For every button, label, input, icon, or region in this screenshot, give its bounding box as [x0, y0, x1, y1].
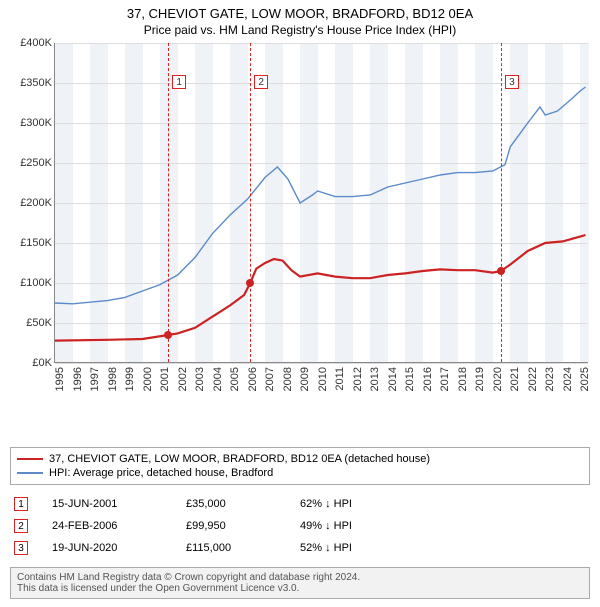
- x-tick-label: 2019: [474, 367, 486, 391]
- event-marker-box: 3: [505, 75, 519, 89]
- x-tick-label: 2024: [562, 367, 574, 391]
- event-date: 19-JUN-2020: [52, 542, 162, 554]
- x-tick-label: 1996: [72, 367, 84, 391]
- event-delta: 62% ↓ HPI: [300, 498, 352, 510]
- event-dot: [497, 267, 505, 275]
- event-vline: [501, 43, 502, 362]
- x-tick-label: 1997: [89, 367, 101, 391]
- y-tick-label: £50K: [26, 317, 52, 329]
- event-date: 24-FEB-2006: [52, 520, 162, 532]
- chart-subtitle: Price paid vs. HM Land Registry's House …: [10, 23, 590, 37]
- event-marker-box: 2: [254, 75, 268, 89]
- x-tick-label: 2005: [229, 367, 241, 391]
- x-tick-label: 2009: [299, 367, 311, 391]
- event-num: 2: [14, 519, 28, 533]
- legend-swatch: [17, 472, 43, 473]
- x-tick-label: 2013: [369, 367, 381, 391]
- event-num: 1: [14, 497, 28, 511]
- y-tick-label: £0K: [32, 357, 52, 369]
- chart-area: £0K£50K£100K£150K£200K£250K£300K£350K£40…: [10, 43, 590, 403]
- chart-title: 37, CHEVIOT GATE, LOW MOOR, BRADFORD, BD…: [10, 6, 590, 21]
- event-price: £115,000: [186, 542, 276, 554]
- y-tick-label: £350K: [20, 77, 52, 89]
- x-tick-label: 2003: [194, 367, 206, 391]
- x-tick-label: 2006: [247, 367, 259, 391]
- x-tick-label: 2010: [317, 367, 329, 391]
- event-delta: 52% ↓ HPI: [300, 542, 352, 554]
- x-tick-label: 2002: [177, 367, 189, 391]
- line-svg: [55, 43, 589, 363]
- x-tick-label: 2000: [142, 367, 154, 391]
- series-hpi: [55, 87, 586, 304]
- y-tick-label: £300K: [20, 117, 52, 129]
- plot-area: 1 2 3: [54, 43, 588, 363]
- x-tick-label: 2018: [457, 367, 469, 391]
- chart-container: 37, CHEVIOT GATE, LOW MOOR, BRADFORD, BD…: [0, 0, 600, 607]
- events-table: 1 15-JUN-2001 £35,000 62% ↓ HPI 2 24-FEB-2006…: [10, 493, 590, 559]
- event-marker-box: 1: [172, 75, 186, 89]
- x-tick-label: 2023: [544, 367, 556, 391]
- x-tick-label: 2008: [282, 367, 294, 391]
- x-tick-label: 2001: [159, 367, 171, 391]
- x-tick-label: 2025: [579, 367, 591, 391]
- footer-line1: Contains HM Land Registry data © Crown c…: [17, 572, 583, 583]
- x-tick-label: 2007: [264, 367, 276, 391]
- y-tick-label: £400K: [20, 37, 52, 49]
- footer-box: Contains HM Land Registry data © Crown c…: [10, 567, 590, 599]
- y-tick-label: £200K: [20, 197, 52, 209]
- event-row: 1 15-JUN-2001 £35,000 62% ↓ HPI: [10, 493, 590, 515]
- x-tick-label: 2017: [439, 367, 451, 391]
- y-tick-label: £150K: [20, 237, 52, 249]
- x-tick-label: 2015: [404, 367, 416, 391]
- y-tick-label: £100K: [20, 277, 52, 289]
- x-tick-label: 1998: [107, 367, 119, 391]
- x-tick-label: 2012: [352, 367, 364, 391]
- legend-swatch: [17, 458, 43, 460]
- x-tick-label: 2011: [334, 367, 346, 391]
- legend-label: 37, CHEVIOT GATE, LOW MOOR, BRADFORD, BD…: [49, 453, 430, 465]
- x-tick-label: 1999: [124, 367, 136, 391]
- event-vline: [250, 43, 251, 362]
- legend-label: HPI: Average price, detached house, Brad…: [49, 467, 273, 479]
- event-row: 2 24-FEB-2006 £99,950 49% ↓ HPI: [10, 515, 590, 537]
- legend-box: 37, CHEVIOT GATE, LOW MOOR, BRADFORD, BD…: [10, 447, 590, 485]
- x-tick-label: 2020: [492, 367, 504, 391]
- x-tick-label: 2004: [212, 367, 224, 391]
- event-delta: 49% ↓ HPI: [300, 520, 352, 532]
- event-date: 15-JUN-2001: [52, 498, 162, 510]
- footer-line2: This data is licensed under the Open Gov…: [17, 583, 583, 594]
- y-axis-labels: £0K£50K£100K£150K£200K£250K£300K£350K£40…: [10, 43, 54, 363]
- event-row: 3 19-JUN-2020 £115,000 52% ↓ HPI: [10, 537, 590, 559]
- x-axis-labels: 1995 1996 1997 1998 1999 2000 2001 2002 2003 2004…: [54, 363, 588, 403]
- event-price: £99,950: [186, 520, 276, 532]
- x-tick-label: 2016: [422, 367, 434, 391]
- y-tick-label: £250K: [20, 157, 52, 169]
- event-dot: [164, 331, 172, 339]
- x-tick-label: 2014: [387, 367, 399, 391]
- legend-item: 37, CHEVIOT GATE, LOW MOOR, BRADFORD, BD…: [17, 452, 583, 466]
- x-tick-label: 2022: [527, 367, 539, 391]
- event-num: 3: [14, 541, 28, 555]
- event-dot: [246, 279, 254, 287]
- x-tick-label: 2021: [509, 367, 521, 391]
- event-vline: [168, 43, 169, 362]
- event-price: £35,000: [186, 498, 276, 510]
- legend-item: HPI: Average price, detached house, Brad…: [17, 466, 583, 480]
- series-price_paid: [55, 235, 586, 341]
- x-tick-label: 1995: [54, 367, 66, 391]
